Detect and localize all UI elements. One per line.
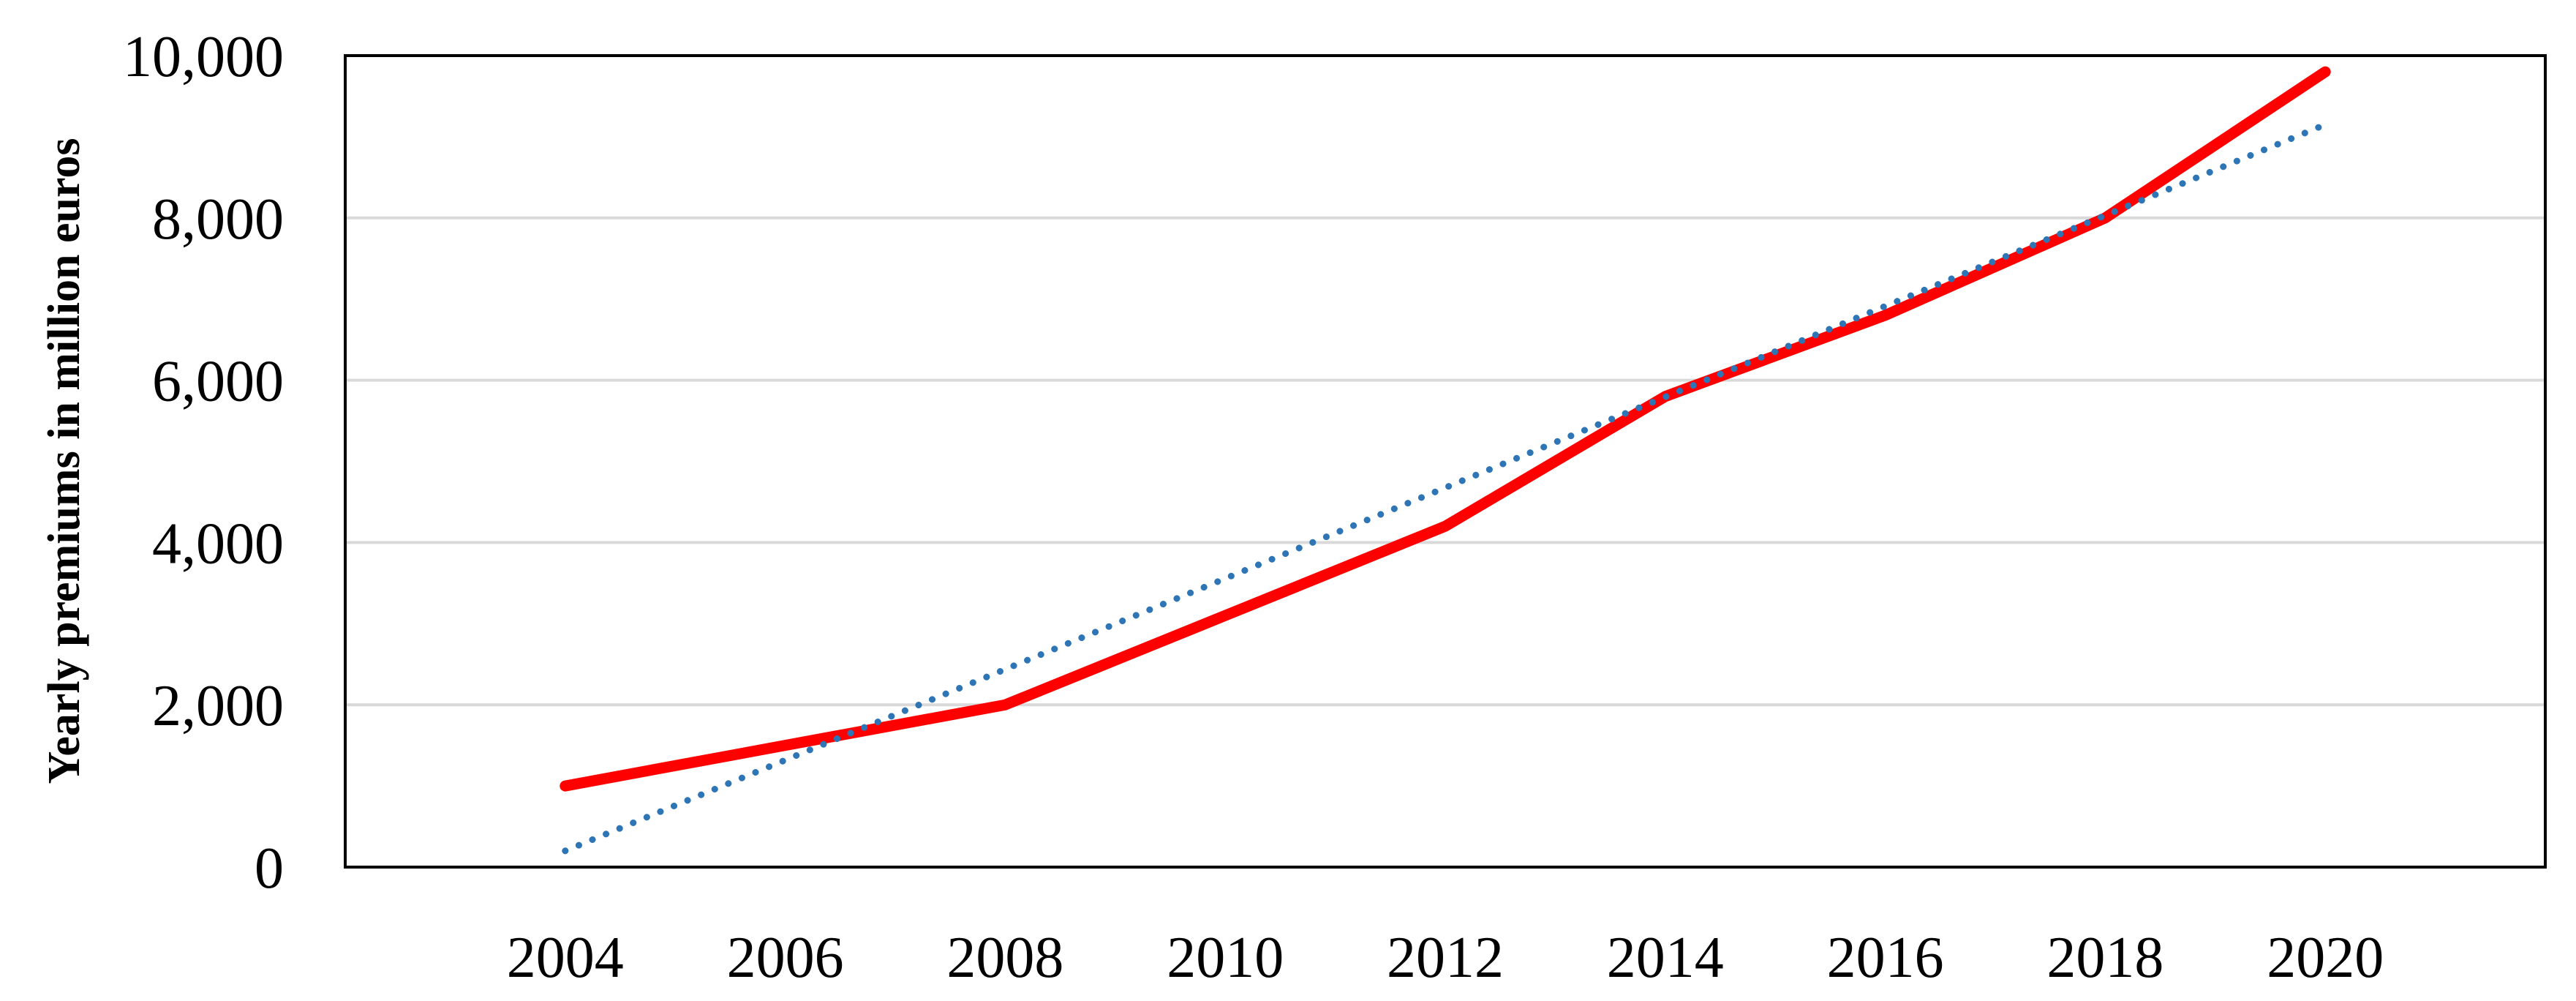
x-axis-ticks: 2004 2006 2008 2010 2012 2014 2016 2018 2020 [507,926,2384,990]
x-tick-label: 2004 [507,926,624,990]
x-tick-label: 2016 [1827,926,1944,990]
y-tick-label: 6,000 [152,350,284,414]
y-tick-label: 0 [255,836,284,901]
y-axis-ticks: 0 2,000 4,000 6,000 8,000 10,000 [123,25,284,901]
y-tick-label: 2,000 [152,674,284,738]
x-tick-label: 2008 [946,926,1063,990]
x-tick-label: 2012 [1387,926,1504,990]
trendline-dotted [562,121,2329,855]
plot-area-frame [344,54,2547,869]
y-tick-label: 8,000 [152,187,284,252]
y-tick-label: 10,000 [123,25,284,89]
gridlines [345,216,2545,707]
y-axis-label: Yearly premiums in million euros [39,138,89,784]
x-tick-label: 2020 [2267,926,2384,990]
x-tick-label: 2018 [2046,926,2163,990]
series-group [560,66,2331,855]
x-tick-label: 2010 [1167,926,1284,990]
y-tick-label: 4,000 [152,511,284,576]
series-line-premiums [560,66,2331,792]
x-tick-label: 2014 [1607,926,1724,990]
x-tick-label: 2006 [727,926,844,990]
